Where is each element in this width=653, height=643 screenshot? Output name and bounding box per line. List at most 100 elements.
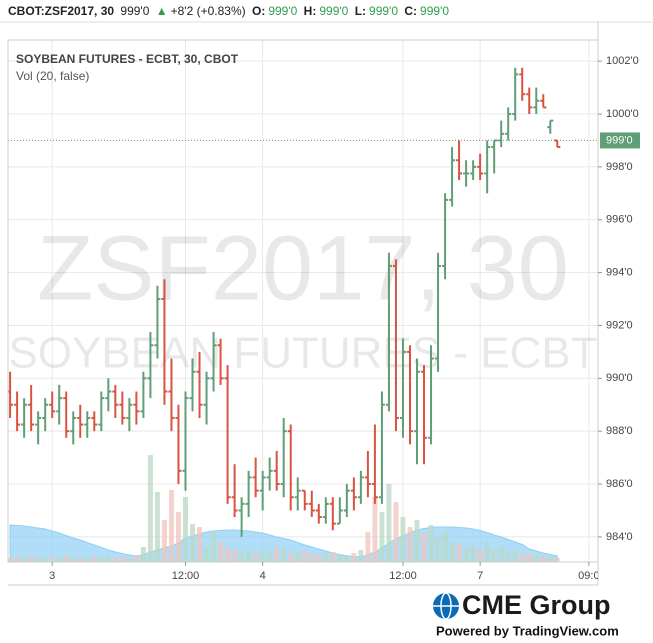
y-tick-label: 986'0 — [606, 478, 633, 490]
volume-bar — [35, 556, 41, 562]
volume-bar — [239, 552, 245, 562]
logo — [433, 592, 459, 620]
volume-bar — [386, 484, 392, 562]
y-tick-label: 992'0 — [606, 319, 633, 331]
ohlc-value: 999'0 — [268, 4, 298, 18]
volume-bar — [190, 524, 196, 562]
volume-bar — [456, 544, 462, 562]
y-tick-label: 990'0 — [606, 372, 633, 384]
volume-bar — [77, 557, 83, 562]
volume-bar — [484, 542, 490, 562]
credit: Powered by TradingView.com — [436, 623, 619, 638]
volume-bar — [505, 552, 511, 562]
volume-bar — [393, 502, 399, 562]
volume-bar — [358, 550, 364, 562]
volume-bar — [119, 556, 125, 562]
volume-bar — [470, 546, 476, 562]
volume-bar — [70, 557, 76, 562]
chart-title: SOYBEAN FUTURES - ECBT, 30, CBOT — [16, 52, 239, 66]
volume-bar — [547, 557, 553, 562]
y-tick-label: 984'0 — [606, 531, 633, 543]
x-tick-label: 4 — [260, 570, 266, 582]
volume-bar — [204, 547, 210, 562]
volume-bar — [463, 547, 469, 562]
volume-bar — [414, 520, 420, 562]
volume-bar — [154, 492, 160, 562]
ohlc-value: 999'0 — [319, 4, 349, 18]
ohlc-value: 999'0 — [420, 4, 450, 18]
volume-ma-area — [9, 524, 558, 562]
volume-bar — [435, 537, 441, 562]
volume-bar — [267, 552, 273, 562]
x-tick-label: 3 — [49, 570, 55, 582]
watermark: SOYBEAN FUTURES - ECBT — [8, 329, 597, 378]
volume-bar — [337, 554, 343, 562]
volume-bar — [330, 552, 336, 562]
y-tick-label: 1000'0 — [606, 108, 639, 120]
volume-bar — [161, 520, 167, 562]
watermark: ZSF2017, 30 — [37, 217, 569, 319]
y-tick-label: 994'0 — [606, 266, 633, 278]
volume-bar — [533, 555, 539, 562]
volume-bar — [372, 497, 378, 562]
change: +8'2 (+0.83%) — [170, 4, 246, 18]
volume-bar — [211, 532, 217, 562]
volume-bar — [140, 547, 146, 562]
volume-bar — [225, 547, 231, 562]
volume-bar — [49, 557, 55, 562]
volume-bar — [246, 551, 252, 562]
volume-bar — [260, 550, 266, 562]
volume-bar — [379, 512, 385, 562]
volume-bar — [519, 553, 525, 562]
volume-bar — [309, 554, 315, 562]
volume-bar — [14, 557, 20, 562]
volume-bar — [197, 527, 203, 562]
volume-bar — [91, 556, 97, 562]
volume-bar — [175, 512, 181, 562]
volume-bar — [274, 547, 280, 562]
y-tick-label: 988'0 — [606, 425, 633, 437]
volume-bar — [421, 532, 427, 562]
volume-bar — [281, 549, 287, 562]
ohlc-key: C: — [404, 4, 418, 18]
plot: ZSF2017, 30 SOYBEAN FUTURES - ECBT — [8, 40, 598, 562]
volume-bar — [491, 550, 497, 562]
volume-bar — [288, 553, 294, 562]
direction: ▲ — [155, 4, 168, 18]
volume-bar — [253, 553, 259, 562]
ohlc-value: 999'0 — [369, 4, 399, 18]
y-tick-label: 996'0 — [606, 214, 633, 226]
last-price-label: 999'0 — [606, 134, 633, 146]
last-price: 999'0 — [120, 4, 150, 18]
volume-bar — [42, 558, 48, 562]
volume-bar — [344, 555, 350, 562]
last-price-badge — [600, 132, 640, 149]
volume-bar — [512, 551, 518, 562]
volume-bar — [182, 497, 188, 562]
volume-bar — [56, 557, 62, 562]
volume-bar — [168, 490, 174, 562]
volume-bar — [8, 558, 13, 562]
x-tick-label: 12:00 — [172, 570, 200, 582]
indicator-label: Vol (20, false) — [16, 69, 89, 83]
volume-bar — [323, 553, 329, 562]
volume-bar — [84, 558, 90, 562]
y-tick-label: 1002'0 — [606, 55, 639, 67]
brand: CME Group — [462, 590, 611, 620]
ohlc-key: O: — [251, 4, 266, 18]
x-axis: 3 12:00 4 12:00 7 09:0 — [49, 562, 598, 582]
symbol: CBOT:ZSF2017, 30 — [8, 4, 115, 18]
ohlc-key: H: — [303, 4, 317, 18]
volume-bar — [218, 542, 224, 562]
volume-bar — [400, 517, 406, 562]
volume-bar — [295, 552, 301, 562]
volume-bar — [126, 558, 132, 562]
volume-bar — [316, 555, 322, 562]
volume-bar — [428, 525, 434, 562]
volume-bar — [351, 553, 357, 562]
volume-bar — [407, 527, 413, 562]
volume-bar — [526, 554, 532, 562]
volume-bar — [232, 550, 238, 562]
